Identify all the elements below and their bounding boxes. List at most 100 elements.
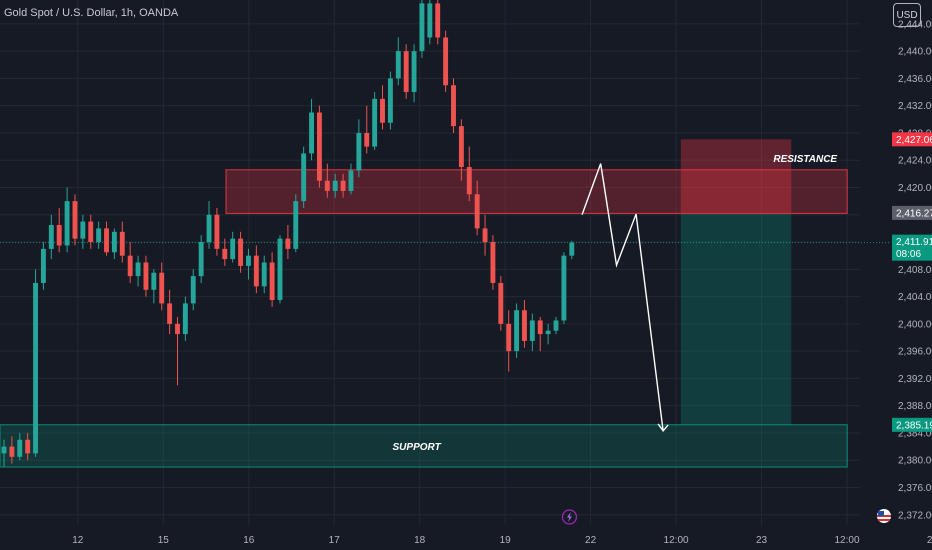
price-tag	[892, 132, 932, 147]
time-tick-label: 23	[756, 535, 768, 546]
candle-body	[9, 446, 15, 457]
candle-body	[167, 303, 173, 324]
candle-body	[458, 126, 464, 168]
candle-body	[490, 242, 496, 283]
price-tick-label: 2,444.000	[898, 19, 932, 30]
projection-arrowhead	[657, 423, 669, 433]
price-tick-label: 2,432.000	[898, 101, 932, 112]
candle-body	[143, 262, 149, 290]
time-tick-label: 24	[927, 535, 932, 546]
candle-body	[17, 439, 23, 457]
time-tick-label: 22	[585, 535, 597, 546]
candle-body	[48, 225, 54, 249]
candle-body	[451, 85, 456, 127]
lightning-glyph	[566, 512, 572, 522]
candle-body	[214, 214, 220, 249]
price-tick-label: 2,392.000	[898, 374, 932, 385]
time-tick-label: 17	[329, 535, 341, 546]
chart-title: Gold Spot / U.S. Dollar, 1h, OANDA	[4, 7, 179, 19]
price-tag	[892, 417, 932, 432]
candle-body	[411, 51, 417, 93]
candle-body	[182, 303, 188, 335]
candle-body	[104, 228, 109, 253]
candle-body	[277, 238, 283, 300]
currency-button[interactable]: USD	[893, 3, 921, 27]
candle-body	[522, 310, 527, 341]
candle-body	[395, 51, 401, 79]
price-tick-label: 2,436.000	[898, 74, 932, 85]
candle-body	[253, 255, 259, 287]
candle-body	[64, 201, 70, 246]
candle-body	[466, 167, 472, 195]
candles-layer	[1, 0, 575, 468]
price-tag	[892, 234, 932, 261]
candle-body	[324, 180, 330, 191]
candle-body	[545, 330, 551, 335]
candle-body	[222, 248, 228, 260]
candle-body	[529, 320, 535, 341]
flag-stripe	[878, 519, 890, 521]
candle-body	[159, 272, 165, 304]
time-tick-label: 12	[72, 535, 84, 546]
candle-body	[175, 323, 180, 335]
candle-body	[435, 3, 441, 38]
candle-body	[537, 320, 543, 335]
price-tick-label: 2,388.000	[898, 401, 932, 412]
price-tag-label: 2,427.066	[896, 135, 932, 146]
candle-body	[514, 310, 520, 352]
candle-body	[135, 262, 141, 277]
candle-body	[285, 238, 291, 249]
price-tick-label: 2,380.000	[898, 456, 932, 467]
price-tick-label: 2,372.000	[898, 510, 932, 521]
candle-body	[246, 255, 251, 266]
price-tick-label: 2,376.000	[898, 483, 932, 494]
candle-body	[356, 132, 362, 171]
candle-body	[332, 180, 338, 191]
candle-body	[293, 201, 299, 249]
projection-path	[581, 163, 664, 431]
candle-body	[506, 323, 512, 352]
projection-layer	[581, 163, 669, 433]
candle-body	[25, 439, 31, 454]
candle-body	[190, 276, 196, 304]
candle-body	[427, 3, 433, 38]
price-tag-label: 2,385.192	[896, 420, 932, 431]
candle-body	[443, 37, 449, 86]
candle-body	[88, 221, 94, 243]
candle-body	[1, 446, 7, 454]
time-tick-label: 18	[414, 535, 426, 546]
time-tick-label: 12:00	[664, 535, 689, 546]
price-tick-label: 2,420.000	[898, 183, 932, 194]
price-tag-sublabel: 08:06	[896, 249, 921, 260]
candle-body	[569, 242, 575, 256]
flag-canton	[878, 511, 884, 516]
candle-body	[33, 282, 38, 454]
support-label: SUPPORT	[393, 442, 442, 453]
icons-layer	[561, 509, 891, 525]
price-tick-label: 2,408.000	[898, 265, 932, 276]
price-tag-label: 2,416.277	[896, 208, 932, 219]
resistance-label: RESISTANCE	[773, 154, 837, 165]
candle-body	[111, 231, 117, 253]
candle-body	[238, 238, 244, 266]
candle-body	[127, 255, 133, 277]
time-tick-label: 16	[243, 535, 255, 546]
candle-body	[151, 272, 157, 290]
price-tick-label: 2,400.000	[898, 319, 932, 330]
time-tick-label: 12:00	[834, 535, 859, 546]
support-zone	[0, 424, 848, 468]
candle-body	[474, 194, 480, 229]
candle-body	[553, 320, 559, 331]
candle-body	[56, 225, 62, 246]
resistance-zone	[225, 169, 848, 214]
candle-body	[316, 112, 322, 181]
price-tick-label: 2,440.000	[898, 47, 932, 58]
candle-body	[387, 78, 393, 123]
candle-body	[40, 248, 46, 283]
candle-body	[403, 51, 409, 93]
price-tag-label: 2,411.910	[896, 237, 932, 248]
candle-body	[309, 112, 314, 154]
lightning-icon	[561, 509, 578, 525]
